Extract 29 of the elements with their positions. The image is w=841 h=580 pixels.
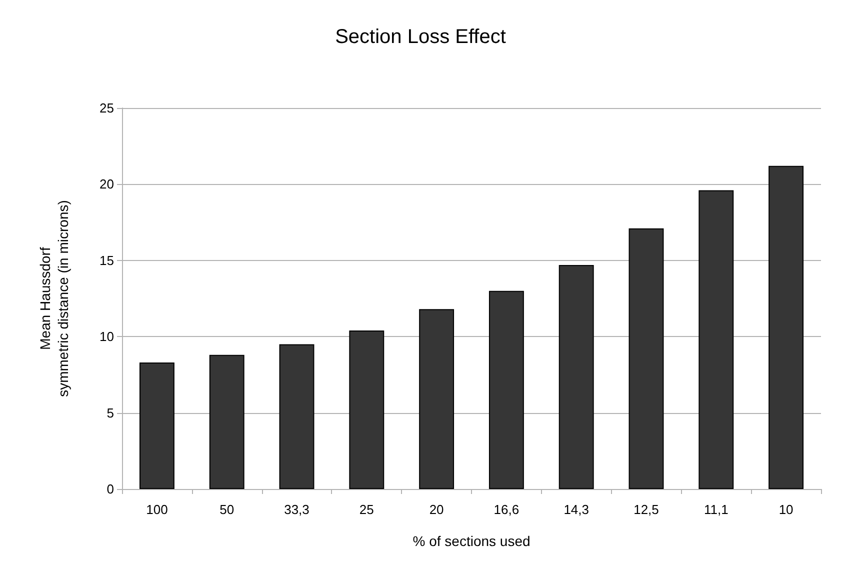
x-tick-label: 14,3 — [564, 502, 590, 517]
bar — [419, 309, 454, 489]
bar — [628, 228, 664, 489]
x-tick-label: 10 — [778, 502, 794, 517]
y-tick-label: 0 — [106, 482, 114, 496]
bar — [558, 264, 594, 489]
bar — [768, 166, 804, 489]
bar — [349, 330, 384, 489]
y-tick-label: 15 — [100, 252, 114, 268]
x-axis-title: % of sections used — [412, 533, 530, 549]
x-tick-label: 12,5 — [634, 502, 659, 517]
bar — [488, 290, 524, 489]
x-tick-label: 16,6 — [494, 502, 520, 517]
bar — [209, 354, 244, 489]
y-tick-label: 10 — [100, 329, 114, 344]
y-tick-label: 5 — [106, 405, 114, 420]
x-tick-label: 100 — [146, 502, 168, 517]
y-tick-label: 25 — [100, 100, 114, 116]
chart-title: Section Loss Effect — [335, 26, 506, 48]
x-tick-label: 33,3 — [284, 502, 310, 517]
x-tick-label: 50 — [220, 502, 234, 517]
y-tick-label: 20 — [100, 176, 114, 192]
x-tick-label: 20 — [429, 502, 444, 517]
bar — [279, 344, 314, 489]
x-tick-label: 11,1 — [704, 502, 728, 517]
bar — [139, 362, 174, 489]
y-axis-title: Mean Haussdorf symmetric distance (in microns) — [37, 200, 71, 397]
bar — [698, 190, 734, 489]
x-tick-label: 25 — [359, 502, 374, 517]
